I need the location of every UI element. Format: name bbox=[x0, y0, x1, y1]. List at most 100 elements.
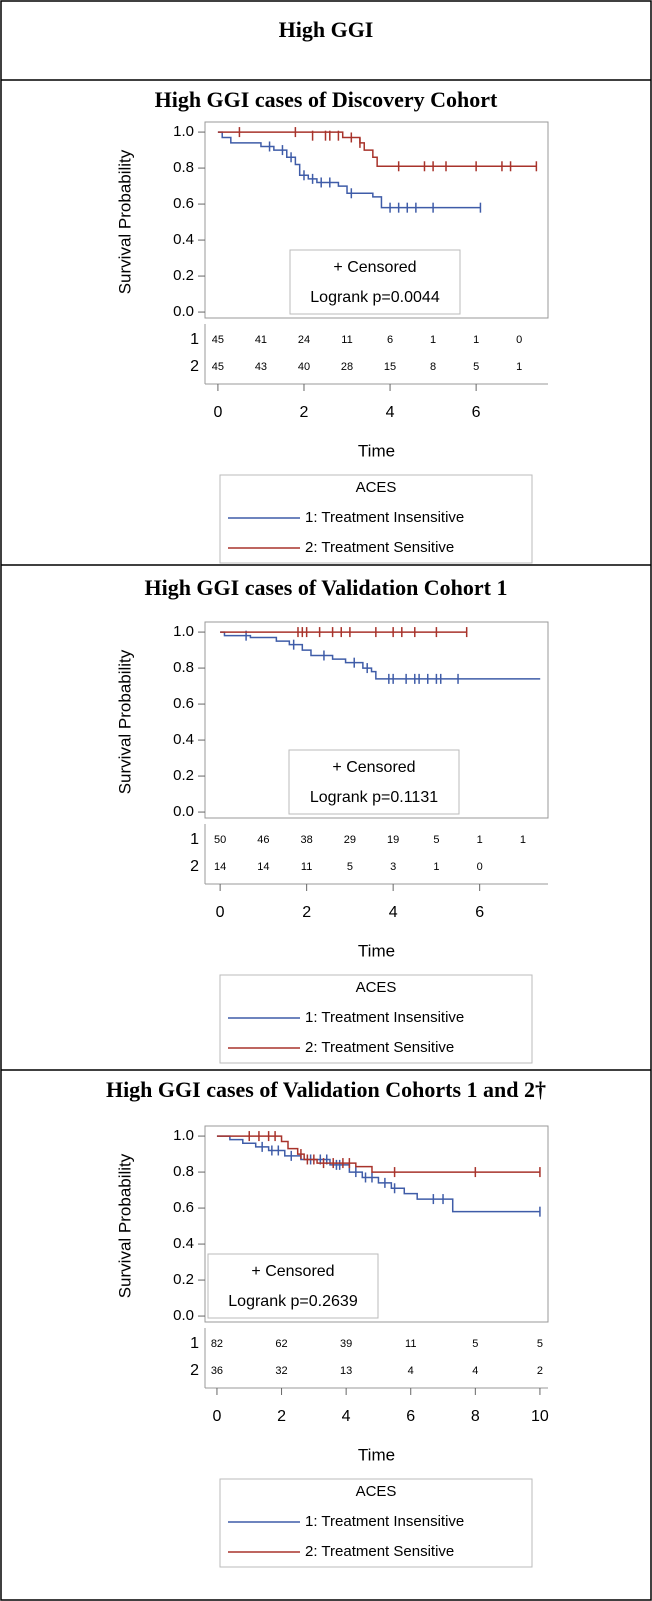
x-tick-label: 2 bbox=[277, 1408, 286, 1425]
risk-row-label: 2 bbox=[190, 358, 199, 375]
legend-label: 1: Treatment Insensitive bbox=[305, 509, 464, 526]
y-tick-label: 1.0 bbox=[173, 623, 194, 640]
risk-count: 11 bbox=[301, 861, 312, 873]
risk-count: 36 bbox=[211, 1365, 223, 1377]
risk-count: 19 bbox=[387, 834, 399, 846]
risk-row-label: 1 bbox=[190, 331, 199, 348]
x-tick-label: 2 bbox=[300, 404, 309, 421]
y-tick-label: 1.0 bbox=[173, 1127, 194, 1144]
x-tick-label: 2 bbox=[302, 904, 311, 921]
x-tick-label: 4 bbox=[386, 404, 395, 421]
y-tick-label: 0.0 bbox=[173, 803, 194, 820]
legend-label: 2: Treatment Sensitive bbox=[305, 1039, 454, 1056]
risk-count: 1 bbox=[516, 361, 522, 373]
risk-count: 32 bbox=[275, 1365, 287, 1377]
y-axis-label: Survival Probability bbox=[115, 1153, 134, 1298]
risk-count: 1 bbox=[473, 334, 479, 346]
plot-frame bbox=[204, 621, 549, 819]
risk-count: 28 bbox=[341, 361, 353, 373]
y-tick-label: 0.6 bbox=[173, 195, 194, 212]
header-title: High GGI bbox=[279, 17, 374, 42]
risk-count: 15 bbox=[384, 361, 396, 373]
risk-count: 5 bbox=[473, 361, 479, 373]
annotation: Logrank p=0.0044 bbox=[310, 289, 440, 306]
risk-count: 0 bbox=[516, 334, 522, 346]
risk-count: 24 bbox=[298, 334, 310, 346]
x-tick-label: 6 bbox=[475, 904, 484, 921]
x-axis-label: Time bbox=[358, 441, 395, 460]
x-tick-label: 4 bbox=[389, 904, 398, 921]
annotation: + Censored bbox=[251, 1263, 334, 1280]
risk-count: 1 bbox=[520, 834, 526, 846]
risk-count: 41 bbox=[255, 334, 267, 346]
y-tick-label: 0.4 bbox=[173, 731, 194, 748]
y-tick-label: 0.0 bbox=[173, 1307, 194, 1324]
risk-row-label: 1 bbox=[190, 1335, 199, 1352]
y-tick-label: 0.4 bbox=[173, 231, 194, 248]
risk-row-label: 2 bbox=[190, 1362, 199, 1379]
x-tick-label: 4 bbox=[342, 1408, 351, 1425]
risk-count: 8 bbox=[430, 361, 436, 373]
y-tick-label: 1.0 bbox=[173, 123, 194, 140]
annotation: Logrank p=0.1131 bbox=[310, 789, 438, 806]
risk-row-label: 2 bbox=[190, 858, 199, 875]
risk-count: 14 bbox=[214, 861, 226, 873]
risk-count: 1 bbox=[430, 334, 436, 346]
risk-count: 43 bbox=[255, 361, 267, 373]
y-tick-label: 0.8 bbox=[173, 1163, 194, 1180]
risk-count: 0 bbox=[477, 861, 483, 873]
y-axis-label: Survival Probability bbox=[115, 649, 134, 794]
risk-count: 4 bbox=[408, 1365, 414, 1377]
survival-curve bbox=[220, 631, 541, 680]
legend-title: ACES bbox=[356, 1483, 397, 1500]
risk-count: 5 bbox=[472, 1338, 478, 1350]
risk-count: 14 bbox=[257, 861, 269, 873]
legend-label: 2: Treatment Sensitive bbox=[305, 539, 454, 556]
y-tick-label: 0.2 bbox=[173, 267, 194, 284]
risk-count: 1 bbox=[433, 861, 439, 873]
annotation: + Censored bbox=[333, 259, 416, 276]
survival-curve bbox=[217, 131, 481, 209]
risk-count: 29 bbox=[344, 834, 356, 846]
risk-count: 45 bbox=[212, 361, 224, 373]
x-tick-label: 8 bbox=[471, 1408, 480, 1425]
legend-label: 1: Treatment Insensitive bbox=[305, 1513, 464, 1530]
y-axis-label: Survival Probability bbox=[115, 149, 134, 294]
risk-count: 62 bbox=[275, 1338, 287, 1350]
y-tick-label: 0.8 bbox=[173, 659, 194, 676]
risk-count: 39 bbox=[340, 1338, 352, 1350]
x-axis-label: Time bbox=[358, 1445, 395, 1464]
risk-count: 40 bbox=[298, 361, 310, 373]
annotation: Logrank p=0.2639 bbox=[228, 1293, 358, 1310]
legend-label: 1: Treatment Insensitive bbox=[305, 1009, 464, 1026]
risk-count: 13 bbox=[340, 1365, 352, 1377]
y-tick-label: 0.2 bbox=[173, 1271, 194, 1288]
risk-count: 1 bbox=[477, 834, 483, 846]
risk-count: 45 bbox=[212, 334, 224, 346]
risk-count: 3 bbox=[390, 861, 396, 873]
risk-row-label: 1 bbox=[190, 831, 199, 848]
y-tick-label: 0.8 bbox=[173, 159, 194, 176]
y-tick-label: 0.0 bbox=[173, 303, 194, 320]
risk-count: 50 bbox=[214, 834, 226, 846]
chart-title: High GGI cases of Validation Cohort 1 bbox=[144, 575, 507, 600]
chart-title: High GGI cases of Discovery Cohort bbox=[155, 87, 498, 112]
risk-count: 4 bbox=[472, 1365, 478, 1377]
risk-count: 46 bbox=[257, 834, 269, 846]
annotation-box bbox=[289, 249, 461, 315]
survival-curve bbox=[216, 1135, 540, 1173]
survival-curve bbox=[217, 131, 537, 168]
chart-title: High GGI cases of Validation Cohorts 1 a… bbox=[106, 1077, 546, 1102]
annotation: + Censored bbox=[332, 759, 415, 776]
y-tick-label: 0.2 bbox=[173, 767, 194, 784]
x-axis-label: Time bbox=[358, 941, 395, 960]
risk-count: 5 bbox=[433, 834, 439, 846]
annotation-box bbox=[207, 1253, 379, 1319]
risk-count: 5 bbox=[347, 861, 353, 873]
x-tick-label: 6 bbox=[472, 404, 481, 421]
risk-count: 11 bbox=[341, 334, 352, 346]
plot-frame bbox=[204, 1125, 549, 1323]
risk-count: 82 bbox=[211, 1338, 223, 1350]
risk-count: 5 bbox=[537, 1338, 543, 1350]
